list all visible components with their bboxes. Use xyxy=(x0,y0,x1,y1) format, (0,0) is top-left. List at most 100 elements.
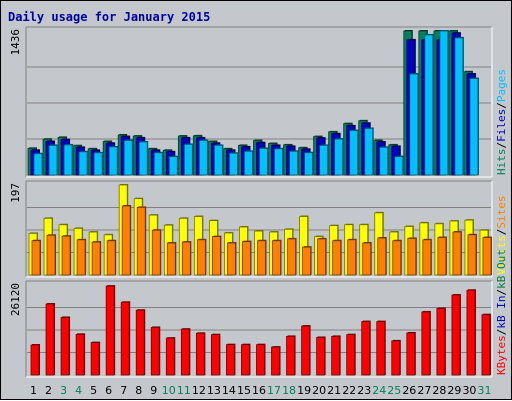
xtick-day-6: 6 xyxy=(105,384,112,397)
bar xyxy=(316,337,326,376)
bar xyxy=(168,156,178,176)
bar xyxy=(361,321,371,376)
xtick-day-22: 22 xyxy=(342,384,356,397)
xtick-day-21: 21 xyxy=(327,384,341,397)
xtick-day-7: 7 xyxy=(120,384,127,397)
bar xyxy=(452,231,462,276)
bar xyxy=(439,30,449,176)
legend-hits-files-pages: Hits/Files/Pages xyxy=(495,69,508,175)
legend-entry: / xyxy=(495,229,508,236)
bar xyxy=(364,128,374,176)
bar xyxy=(362,242,372,276)
bar xyxy=(379,146,389,176)
bar xyxy=(166,242,176,276)
bar xyxy=(347,239,357,276)
bar xyxy=(286,336,295,376)
bar xyxy=(60,317,70,376)
xtick-day-25: 25 xyxy=(387,384,401,397)
bar xyxy=(331,336,341,376)
bar xyxy=(406,332,416,376)
legend-entry: Pages xyxy=(495,69,508,102)
bar xyxy=(30,344,40,376)
series-sites xyxy=(31,205,492,276)
bar xyxy=(106,240,116,276)
legend-entry: kB In xyxy=(495,296,508,329)
legend-entry: / xyxy=(495,102,508,109)
xtick-day-8: 8 xyxy=(135,384,142,397)
bar xyxy=(301,325,310,376)
bar xyxy=(482,237,492,276)
xtick-day-20: 20 xyxy=(312,384,326,397)
bar xyxy=(409,73,419,176)
bar xyxy=(63,144,73,176)
bar xyxy=(229,152,238,176)
bar xyxy=(349,130,359,176)
bar xyxy=(392,240,402,276)
series-kbytes xyxy=(30,285,491,376)
ytick-label: 26120 xyxy=(9,283,22,316)
bar xyxy=(48,145,58,176)
bar xyxy=(210,334,220,376)
bar xyxy=(422,239,432,276)
bar xyxy=(289,150,298,176)
bar xyxy=(183,144,193,176)
xtick-day-10: 10 xyxy=(162,384,176,397)
bar xyxy=(241,344,250,376)
bar xyxy=(319,145,329,176)
bar xyxy=(61,235,71,276)
bar xyxy=(120,301,130,376)
bar xyxy=(317,238,327,276)
bar xyxy=(271,346,280,376)
xtick-day-12: 12 xyxy=(192,384,206,397)
bar xyxy=(332,240,342,276)
legend-entry: / xyxy=(495,329,508,336)
legend-entry: KBytes xyxy=(495,335,508,375)
bar xyxy=(256,344,265,376)
bar xyxy=(195,332,205,376)
legend-entry: / xyxy=(495,289,508,296)
bar xyxy=(424,34,434,176)
bar xyxy=(108,146,118,176)
bar xyxy=(272,240,281,276)
chart-title: Daily usage for January 2015 xyxy=(8,10,210,24)
bar xyxy=(257,240,266,276)
bar xyxy=(334,138,344,176)
bar xyxy=(93,152,103,176)
xtick-day-11: 11 xyxy=(177,384,191,397)
bar xyxy=(469,78,479,176)
xtick-day-13: 13 xyxy=(207,384,221,397)
bar xyxy=(227,242,236,276)
xtick-day-19: 19 xyxy=(297,384,311,397)
legend-entry: Files xyxy=(495,109,508,142)
bar xyxy=(213,145,223,176)
bar xyxy=(211,236,221,276)
bar xyxy=(394,156,404,176)
bar xyxy=(45,303,55,376)
bar xyxy=(153,152,163,176)
legend-kbytes: KBytes/kB In/kB Out xyxy=(495,249,508,375)
xtick-day-29: 29 xyxy=(447,384,461,397)
bar xyxy=(437,237,447,276)
bar xyxy=(165,337,175,376)
bar xyxy=(421,311,431,376)
bar xyxy=(226,344,235,376)
bar xyxy=(105,285,115,376)
bar xyxy=(274,148,283,176)
bar xyxy=(304,152,313,176)
xtick-day-17: 17 xyxy=(267,384,281,397)
legend-visits-sites: Visits/Sites xyxy=(495,196,508,276)
xtick-day-5: 5 xyxy=(90,384,97,397)
bar xyxy=(302,246,311,276)
xtick-day-15: 15 xyxy=(237,384,251,397)
bar xyxy=(481,314,491,376)
bar xyxy=(151,229,161,276)
ytick-label: 1436 xyxy=(9,29,22,56)
bar xyxy=(121,205,131,276)
xtick-day-31: 31 xyxy=(477,384,491,397)
bar xyxy=(259,148,268,176)
bar xyxy=(46,234,56,276)
series-pages xyxy=(33,30,479,176)
bar xyxy=(136,206,146,276)
